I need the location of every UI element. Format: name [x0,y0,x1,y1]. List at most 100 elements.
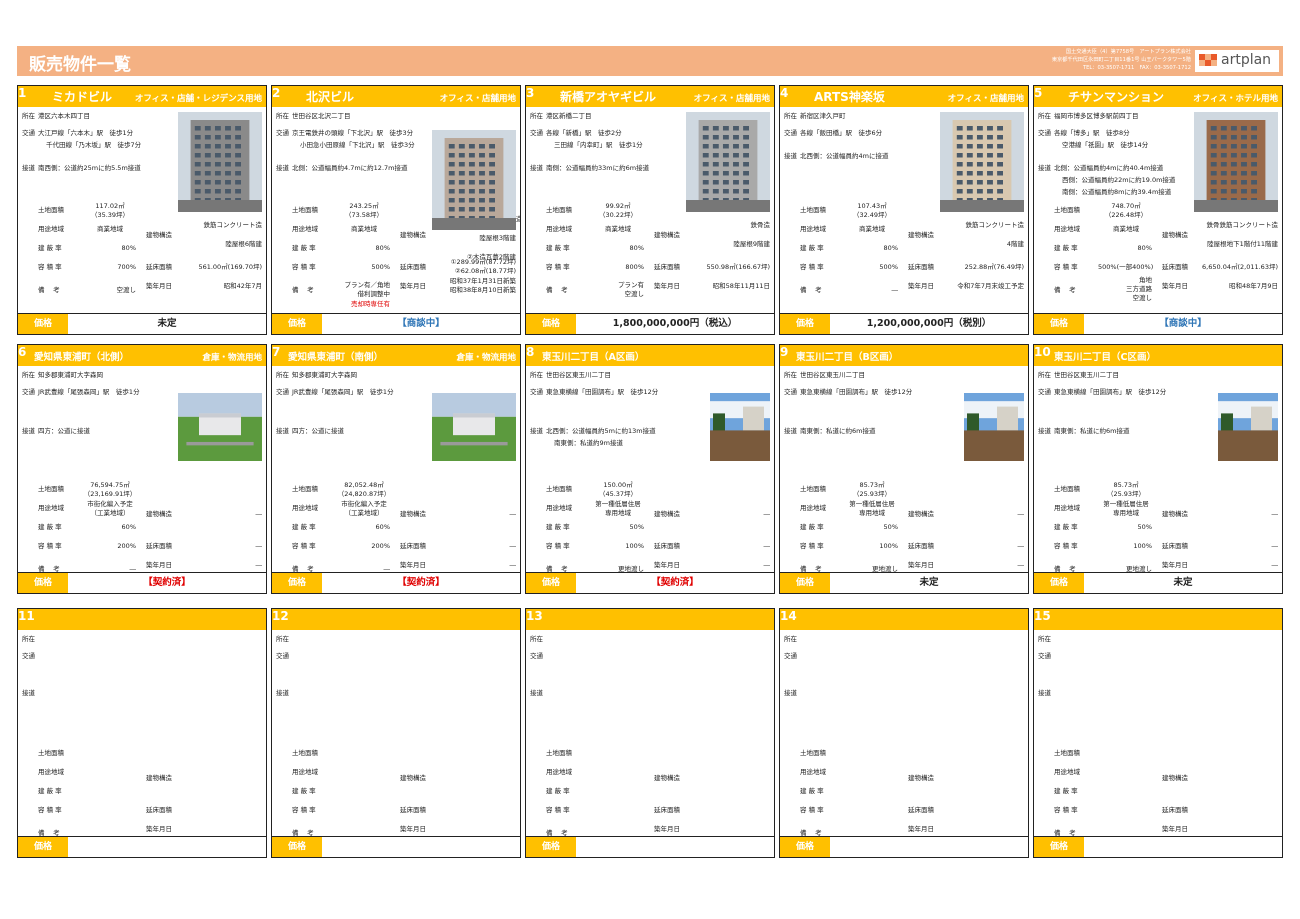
remarks-value: 三方道路 [1126,285,1152,293]
land-area-value: 82,052.48㎡ [344,481,384,489]
card-body: 所在 交通 接道 知多郡東浦町大字森岡 JR武豊線「尾張森岡」駅 徒歩1分 四方：公道に接… [272,367,520,573]
property-card: 13 所在 交通 接道 土地面積 用途地域建 蔽 率容 積 率備 考 建物構造 延床面積 築年月… [525,608,775,858]
land-area-label: 土地面積 [1054,206,1080,214]
address-value: 知多郡東浦町大字森岡 [292,371,357,379]
price-row: 価格 未定 [1034,572,1282,593]
address-label: 所在 [530,635,543,643]
remarks-label: 備 考 [38,286,60,294]
access-line: 南東側：私道に約6m接道 [1054,427,1130,435]
far-value: 800% [625,263,644,271]
zoning-label: 用途地域 [800,225,826,233]
price-value [576,837,774,857]
access-label: 接道 [22,689,35,697]
floor-area-label: 延床面積 [908,806,934,814]
card-number: 12 [272,609,289,623]
price-row: 価格 [1034,836,1282,857]
far-label: 容 積 率 [800,263,824,271]
price-value: 1,800,000,000円（税込） [612,318,738,329]
land-area-value: （24,820.87坪） [337,490,391,498]
price-value [68,837,266,857]
land-area-value: 85.73㎡ [1113,481,1139,489]
access-line: 南側：公道幅員約8mに約39.4m接道 [1062,188,1172,196]
address-value: 世田谷区東玉川二丁目 [1054,371,1119,379]
zoning-label: 用途地域 [292,768,318,776]
property-card: 6 愛知県東浦町（北側） 倉庫・物流用地 所在 交通 接道 知多郡東浦町大字森岡 JR武豊線「… [17,344,267,594]
property-photo [1218,393,1278,461]
address-label: 所在 [276,371,289,379]
structure-label: 建物構造 [146,510,172,518]
structure-label: 建物構造 [1162,774,1188,782]
property-card: 5 チサンマンション オフィス・ホテル用地 所在 交通 接道 福岡市博多区博多駅前四丁目 各線… [1033,85,1283,335]
property-photo-graphic [710,393,770,461]
transport-line: 千代田線「乃木坂」駅 徒歩7分 [46,141,142,149]
transport-label: 交通 [276,129,289,137]
built-value: ― [1271,561,1279,569]
address-value: 世田谷区北沢二丁目 [292,112,351,120]
floor-area-value: ②62.08㎡(18.77坪) [454,267,516,275]
remarks-value: 空渡し [1132,294,1153,302]
access-line: 南西側：公道約25mに約5.5m接道 [38,164,141,172]
structure-value: 鉄骨鉄筋コンクリート造 [1206,221,1279,229]
structure-label: 建物構造 [654,774,680,782]
property-card: 3 新橋アオヤギビル オフィス・店舗用地 所在 交通 接道 港区新橋二丁目 各線「新橋」駅 徒… [525,85,775,335]
remarks-value: 借利調整中 [357,290,391,298]
floor-area-value: ― [255,542,263,550]
address-label: 所在 [276,635,289,643]
land-area-label: 土地面積 [546,206,572,214]
coverage-label: 建 蔽 率 [292,787,316,795]
structure-label: 建物構造 [400,774,426,782]
usage-type: 倉庫・物流用地 [456,353,516,363]
property-photo-graphic [178,112,262,212]
price-label: 価格 [1034,314,1084,334]
land-area-value: （226.48坪） [1104,211,1148,219]
remarks-value: プラン有／角地 [344,281,391,289]
address-label: 所在 [784,371,797,379]
far-label: 容 積 率 [800,542,824,550]
access-label: 接道 [1038,427,1051,435]
price-value [1084,837,1282,857]
zoning-label: 用途地域 [292,225,318,233]
property-card: 15 所在 交通 接道 土地面積 用途地域建 蔽 率容 積 率備 考 建物構造 延床面積 築年月… [1033,608,1283,858]
transport-line: 空港線「祇園」駅 徒歩14分 [1062,141,1149,149]
price-label: 価格 [526,573,576,593]
transport-label: 交通 [22,129,35,137]
built-value: ― [763,561,771,569]
structure-value: 陸屋根6階建 [225,240,262,248]
built-value: 令和7年7月末竣工予定 [957,282,1024,290]
property-photo [178,112,262,212]
transport-line: JR武豊線「尾張森岡」駅 徒歩1分 [38,388,140,396]
address-label: 所在 [530,112,543,120]
zoning-value: 商業地域 [97,225,123,233]
card-header: 2 北沢ビル オフィス・店舗用地 [272,86,520,107]
price-label: 価格 [526,837,576,857]
zoning-value: 市街化編入予定 [87,500,133,508]
coverage-value: 80% [629,244,644,252]
structure-label: 建物構造 [654,231,680,239]
far-label: 容 積 率 [1054,542,1078,550]
transport-label: 交通 [22,652,35,660]
far-value: 500%(一部400%) [1098,263,1154,271]
remarks-value: プラン有 [618,281,644,289]
structure-value: 陸屋根3階建 [479,234,516,242]
price-row: 価格 【契約済】 [18,572,266,593]
far-label: 容 積 率 [546,263,570,271]
coverage-label: 建 蔽 率 [546,244,570,252]
built-label: 築年月日 [146,282,172,290]
land-area-value: 85.73㎡ [859,481,885,489]
price-row: 価格 未定 [780,572,1028,593]
remarks-value: ― [129,565,137,573]
access-line: 西側：公道幅員約22mに約19.0m接道 [1062,176,1176,184]
transport-line: 京王電鉄井の頭線「下北沢」駅 徒歩3分 [292,129,414,137]
coverage-value: 50% [883,523,898,531]
card-header: 1 ミカドビル オフィス・店舗・レジデンス用地 [18,86,266,107]
remarks-label: 備 考 [800,829,822,837]
built-label: 築年月日 [400,561,426,569]
land-area-label: 土地面積 [800,749,826,757]
company-line: TEL：03-3507-1711 FAX：03-3507-1712 [1082,64,1191,71]
card-header: 8 東玉川二丁目（A区画） [526,345,774,366]
property-name: 愛知県東浦町（南側） [288,352,384,363]
property-photo-graphic [178,393,262,461]
address-value: 知多郡東浦町大字森岡 [38,371,103,379]
transport-line: 各線「飯田橋」駅 徒歩6分 [800,129,883,137]
transport-label: 交通 [784,129,797,137]
